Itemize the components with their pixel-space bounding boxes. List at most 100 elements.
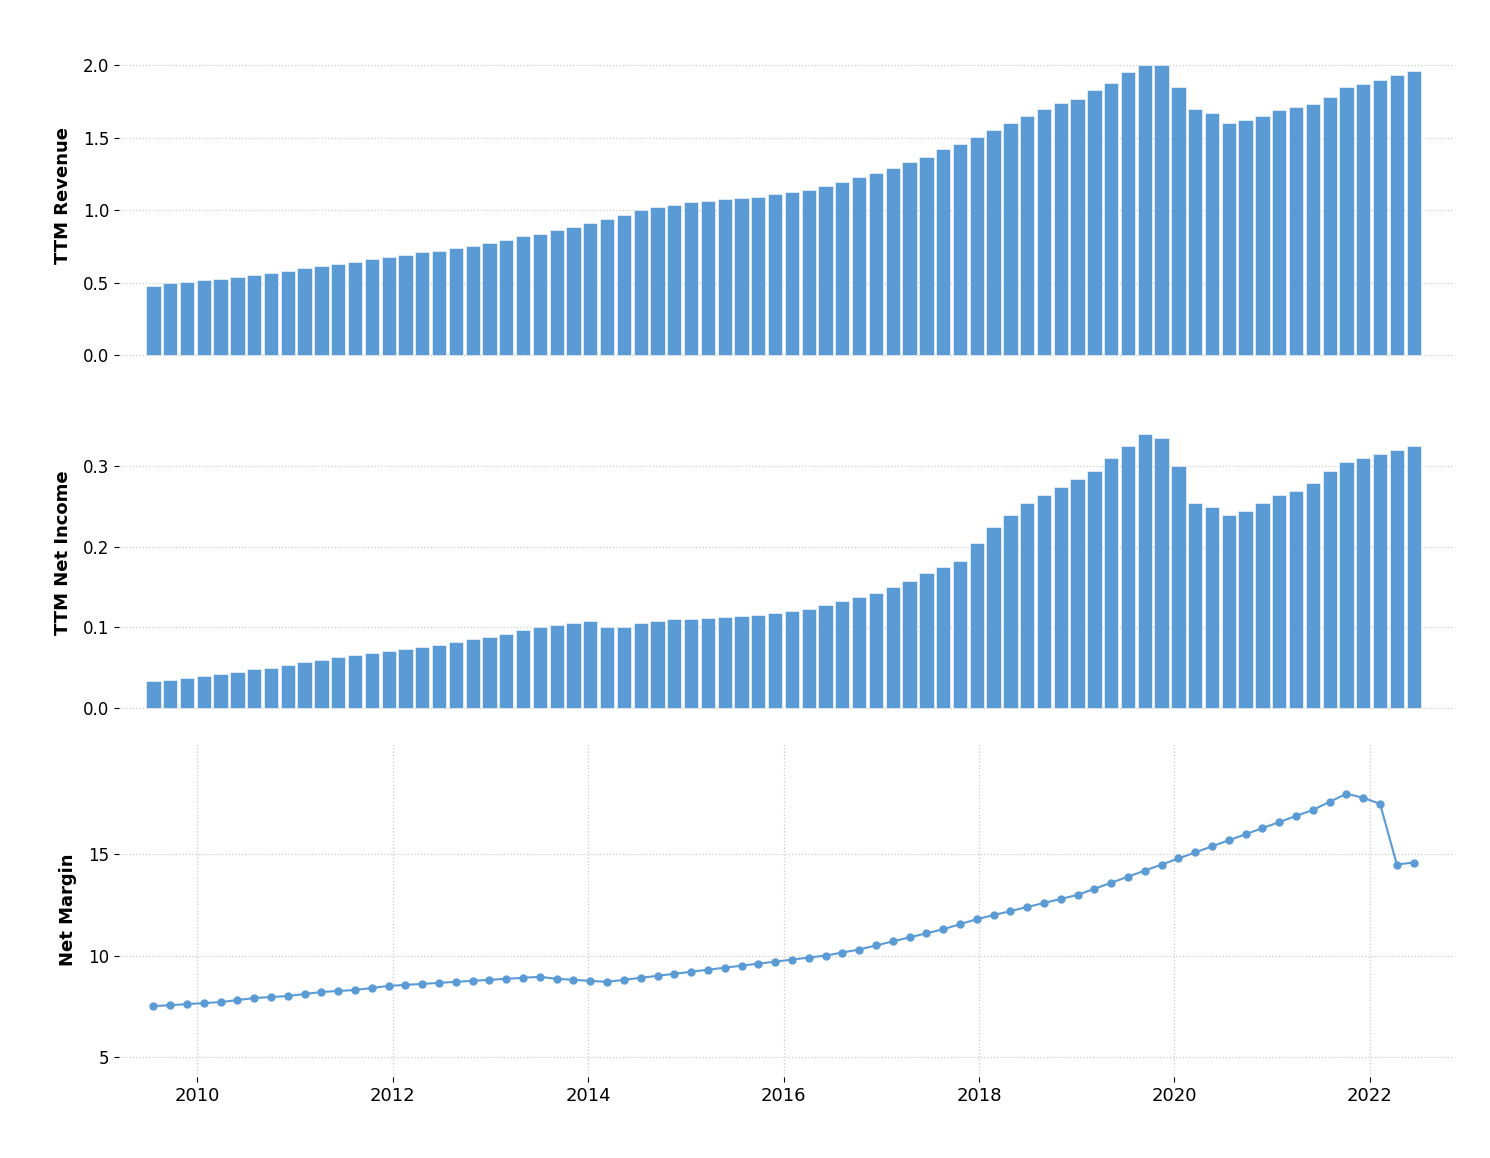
Bar bbox=[533, 234, 547, 356]
Bar bbox=[231, 672, 244, 708]
Bar bbox=[1104, 459, 1119, 708]
Y-axis label: Net Margin: Net Margin bbox=[60, 853, 77, 966]
Bar bbox=[162, 284, 177, 356]
Bar bbox=[550, 625, 563, 708]
Bar bbox=[1356, 85, 1371, 356]
Bar bbox=[347, 262, 362, 356]
Bar bbox=[751, 615, 766, 708]
Bar bbox=[952, 144, 967, 356]
Bar bbox=[298, 269, 311, 356]
Bar bbox=[785, 611, 799, 708]
Bar bbox=[617, 214, 632, 356]
Bar bbox=[465, 245, 480, 356]
Bar bbox=[533, 628, 547, 708]
Bar bbox=[180, 281, 194, 356]
Bar bbox=[1021, 116, 1034, 356]
Bar bbox=[885, 587, 900, 708]
Bar bbox=[600, 628, 614, 708]
Bar bbox=[986, 130, 1001, 356]
Bar bbox=[483, 243, 496, 356]
Bar bbox=[416, 647, 429, 708]
Bar bbox=[1155, 439, 1168, 708]
Bar bbox=[1255, 503, 1269, 708]
Bar bbox=[1188, 109, 1202, 356]
Bar bbox=[1171, 87, 1186, 356]
Bar bbox=[869, 173, 884, 356]
Bar bbox=[818, 604, 833, 708]
Bar bbox=[1188, 503, 1202, 708]
Bar bbox=[247, 274, 261, 356]
Bar bbox=[919, 573, 934, 708]
Bar bbox=[566, 227, 581, 356]
Bar bbox=[499, 633, 514, 708]
Bar bbox=[381, 257, 396, 356]
Bar bbox=[1120, 73, 1135, 356]
Bar bbox=[1323, 470, 1337, 708]
Bar bbox=[802, 190, 817, 356]
Bar bbox=[583, 223, 597, 356]
Bar bbox=[735, 616, 748, 708]
Bar bbox=[718, 199, 732, 356]
Bar bbox=[566, 623, 581, 708]
Y-axis label: TTM Net Income: TTM Net Income bbox=[54, 470, 72, 636]
Bar bbox=[264, 667, 279, 708]
Bar bbox=[146, 286, 161, 356]
Bar bbox=[1070, 98, 1085, 356]
Bar bbox=[600, 219, 614, 356]
Bar bbox=[331, 264, 346, 356]
Bar bbox=[365, 258, 378, 356]
Bar bbox=[1305, 104, 1320, 356]
Bar bbox=[617, 628, 632, 708]
Bar bbox=[903, 580, 916, 708]
Bar bbox=[416, 252, 429, 356]
Bar bbox=[264, 273, 279, 356]
Bar bbox=[1372, 454, 1387, 708]
Bar bbox=[802, 609, 817, 708]
Bar bbox=[700, 617, 715, 708]
Bar bbox=[1205, 507, 1219, 708]
Bar bbox=[1255, 116, 1269, 356]
Bar bbox=[936, 149, 951, 356]
Bar bbox=[633, 211, 648, 356]
Bar bbox=[1372, 80, 1387, 356]
Bar bbox=[197, 280, 212, 356]
Bar bbox=[146, 681, 161, 708]
Bar bbox=[1390, 450, 1404, 708]
Bar bbox=[1222, 515, 1237, 708]
Bar bbox=[465, 639, 480, 708]
Bar bbox=[483, 637, 496, 708]
Bar bbox=[314, 266, 329, 356]
Bar bbox=[1390, 74, 1404, 356]
Bar bbox=[1155, 65, 1168, 356]
Bar bbox=[767, 613, 782, 708]
Bar bbox=[213, 674, 228, 708]
Bar bbox=[785, 192, 799, 356]
Bar bbox=[919, 156, 934, 356]
Bar bbox=[197, 675, 212, 708]
Bar bbox=[550, 230, 563, 356]
Y-axis label: TTM Revenue: TTM Revenue bbox=[54, 127, 72, 264]
Bar bbox=[448, 248, 463, 356]
Bar bbox=[331, 657, 346, 708]
Bar bbox=[1021, 503, 1034, 708]
Bar bbox=[952, 560, 967, 708]
Bar bbox=[970, 543, 983, 708]
Bar bbox=[280, 665, 295, 708]
Bar bbox=[1088, 90, 1101, 356]
Bar bbox=[1407, 71, 1421, 356]
Bar bbox=[650, 207, 665, 356]
Bar bbox=[213, 279, 228, 356]
Bar bbox=[1003, 515, 1018, 708]
Bar bbox=[1171, 467, 1186, 708]
Bar bbox=[1238, 511, 1253, 708]
Bar bbox=[1356, 459, 1371, 708]
Bar bbox=[1104, 82, 1119, 356]
Bar bbox=[432, 250, 446, 356]
Bar bbox=[852, 596, 866, 708]
Bar bbox=[1289, 491, 1304, 708]
Bar bbox=[1272, 110, 1286, 356]
Bar bbox=[347, 655, 362, 708]
Bar bbox=[280, 271, 295, 356]
Bar bbox=[432, 645, 446, 708]
Bar bbox=[852, 177, 866, 356]
